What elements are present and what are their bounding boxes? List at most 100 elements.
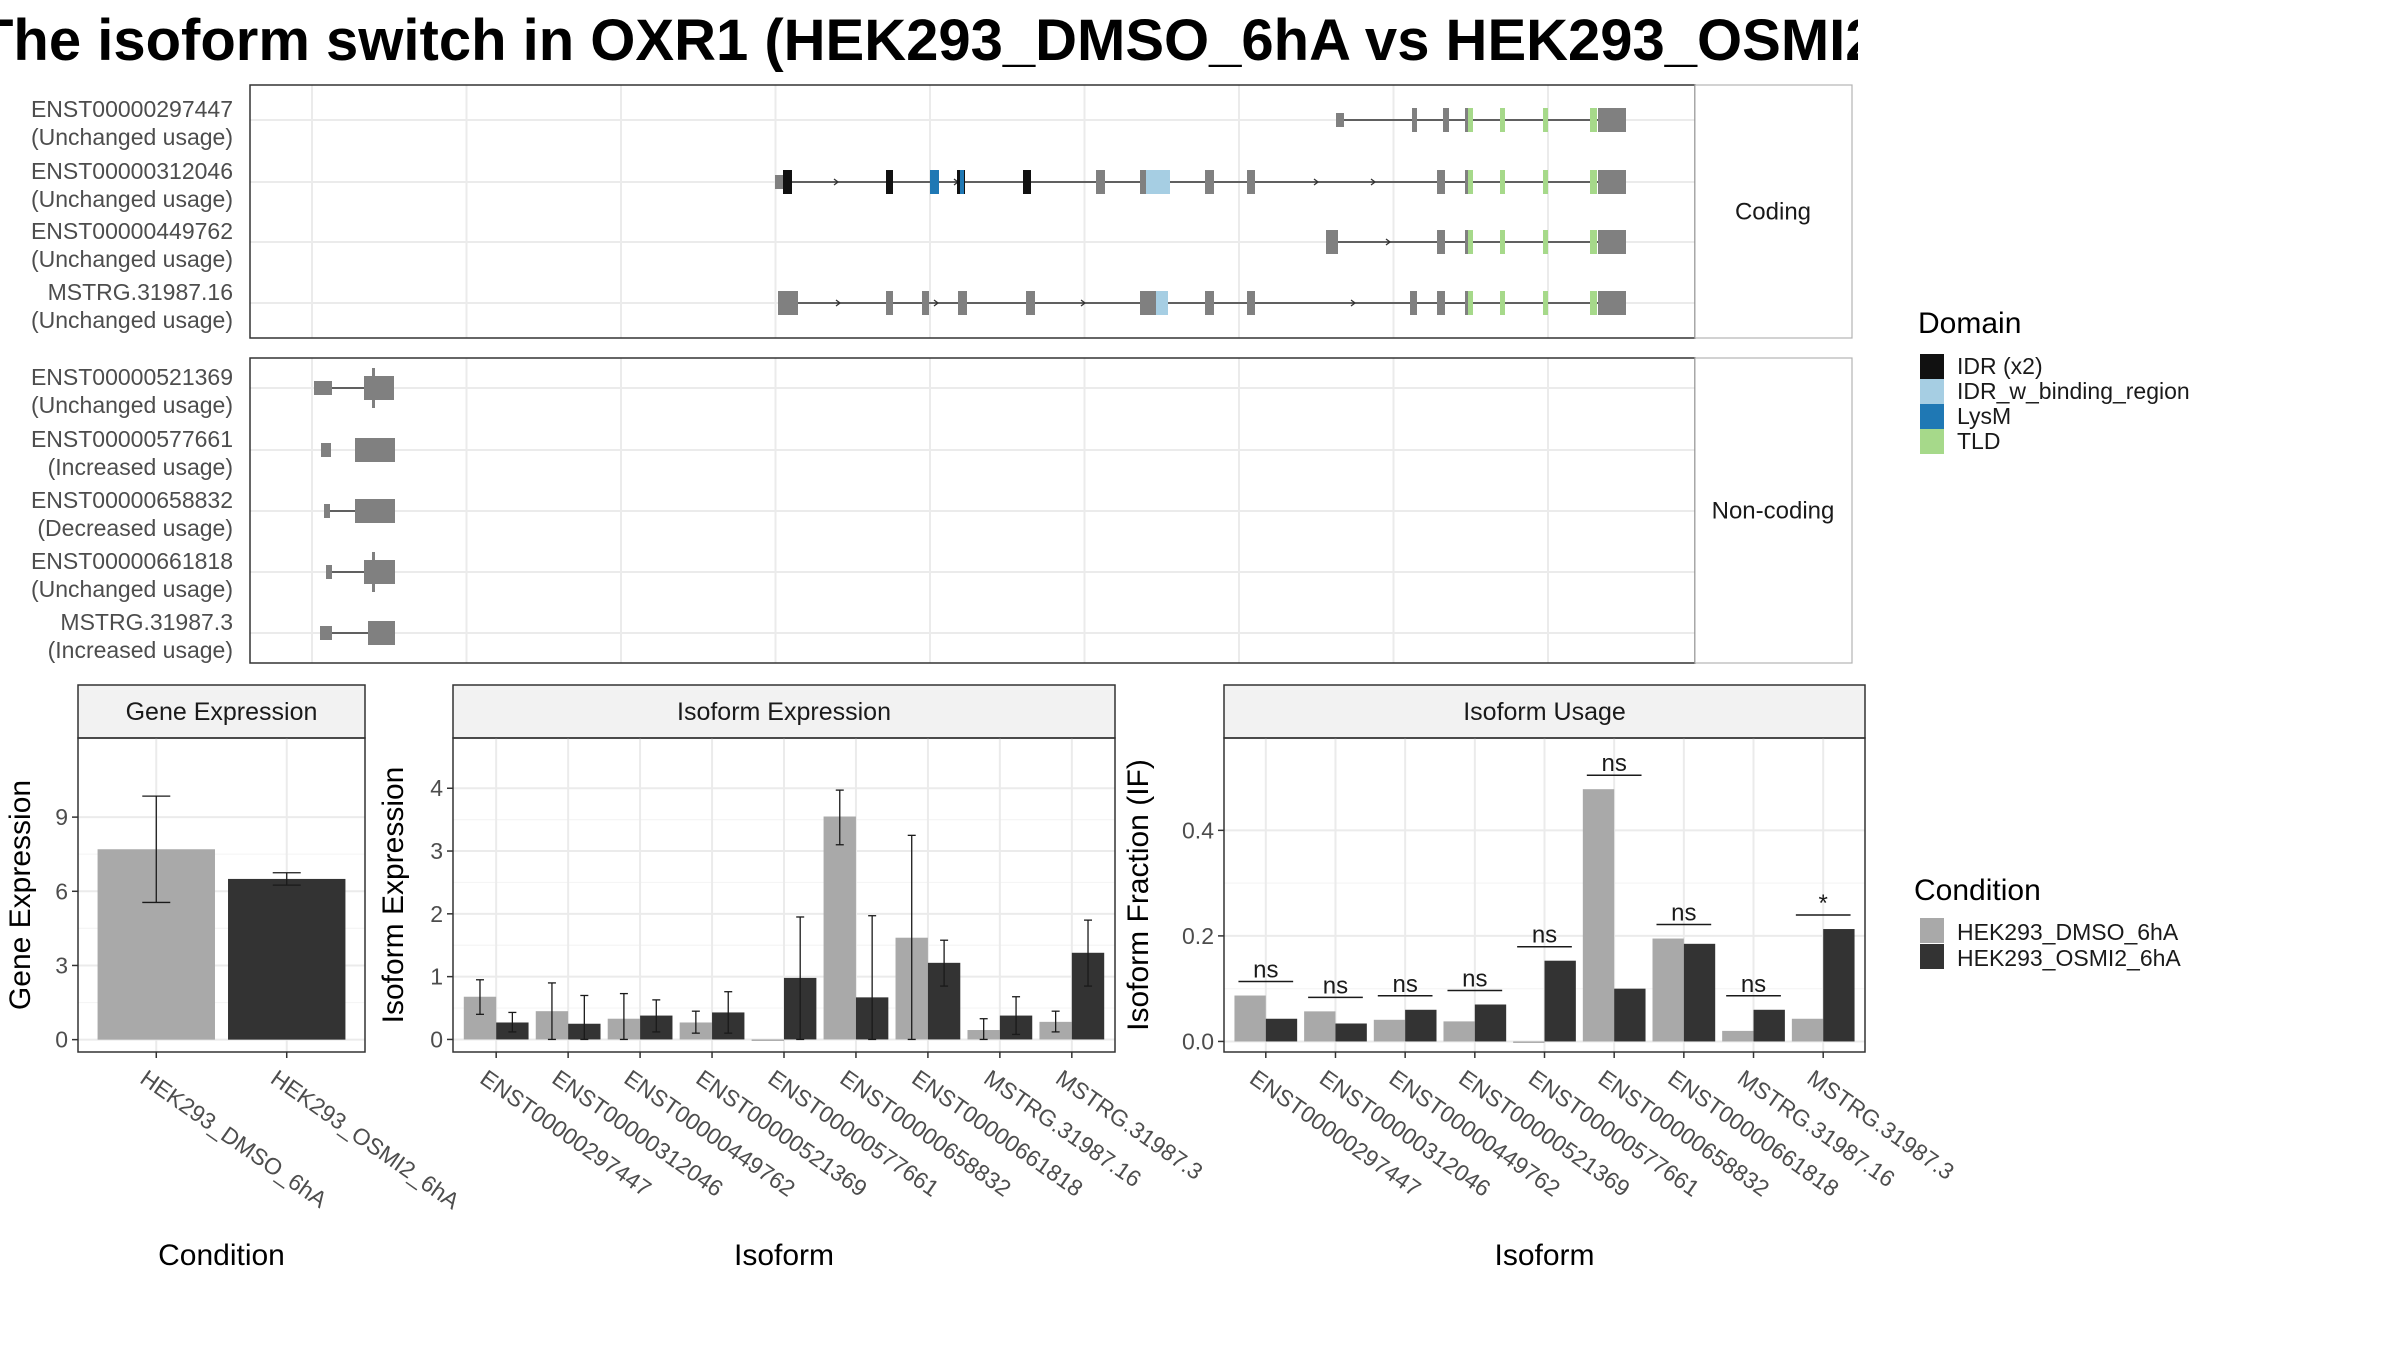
condition-legend-label: HEK293_DMSO_6hA xyxy=(1957,919,2179,945)
bar xyxy=(1582,789,1615,1042)
strand-arrow xyxy=(1370,178,1377,186)
exon-block xyxy=(1437,230,1445,254)
strand-arrow xyxy=(1350,299,1357,307)
exon-block xyxy=(1096,170,1105,194)
domain-legend-swatch xyxy=(1920,429,1944,454)
strand-arrow xyxy=(835,299,842,307)
facet-strip xyxy=(1694,357,1853,664)
bar xyxy=(1335,1023,1367,1042)
domain-legend-swatch xyxy=(1920,354,1944,379)
strand-arrow xyxy=(1080,299,1087,307)
panel-strip xyxy=(1223,684,1866,739)
panel-strip xyxy=(452,684,1116,739)
significance-label: ns xyxy=(1323,972,1348,999)
exon-block xyxy=(886,170,893,194)
exon-block xyxy=(1598,170,1626,194)
exon-block xyxy=(1543,291,1548,315)
significance-label: ns xyxy=(1392,971,1417,998)
domain-legend-label: LysM xyxy=(1957,403,2011,429)
exon-block xyxy=(1590,108,1597,132)
significance-label: ns xyxy=(1462,966,1487,993)
exon-block xyxy=(1205,291,1214,315)
bar xyxy=(1614,988,1646,1042)
utr-block xyxy=(320,626,332,640)
x-axis-title: Condition xyxy=(158,1239,285,1272)
exon-block xyxy=(1500,291,1505,315)
transcript-id-label: MSTRG.31987.3 xyxy=(60,609,233,635)
domain-legend-label: TLD xyxy=(1957,428,2000,454)
y-tick-label: 0.0 xyxy=(1182,1028,1214,1054)
bar xyxy=(1265,1018,1298,1042)
bar xyxy=(1722,1030,1754,1042)
transcript-id-label: ENST00000577661 xyxy=(31,426,233,452)
exon-block xyxy=(1140,291,1156,315)
y-tick-label: 0 xyxy=(430,1026,443,1052)
significance-label: * xyxy=(1819,890,1828,917)
transcript-usage-label: (Unchanged usage) xyxy=(31,307,233,333)
exon-block xyxy=(1468,108,1473,132)
transcript-usage-label: (Unchanged usage) xyxy=(31,246,233,272)
panel-title: Gene Expression xyxy=(126,698,318,726)
exon-block xyxy=(368,621,395,645)
exon-block xyxy=(1598,230,1626,254)
exon-block xyxy=(1500,170,1505,194)
condition-legend-label: HEK293_OSMI2_6hA xyxy=(1957,945,2181,971)
utr-block xyxy=(372,368,375,408)
transcript-usage-label: (Unchanged usage) xyxy=(31,392,233,418)
exon-block xyxy=(1543,108,1548,132)
facet-strip-label: Coding xyxy=(1735,199,1811,226)
y-axis-title: Gene Expression xyxy=(4,780,37,1010)
utr-block xyxy=(1336,113,1344,127)
bar xyxy=(1544,960,1576,1042)
transcript-id-label: ENST00000297447 xyxy=(31,96,233,122)
transcript-id-label: MSTRG.31987.16 xyxy=(48,279,233,305)
exon-block xyxy=(783,170,792,194)
bar xyxy=(1443,1021,1475,1042)
exon-block xyxy=(1543,230,1548,254)
figure-title: The isoform switch in OXR1 (HEK293_DMSO_… xyxy=(0,8,1858,73)
significance-label: ns xyxy=(1741,971,1766,998)
domain-legend-title: Domain xyxy=(1918,307,2021,340)
transcript-id-label: ENST00000658832 xyxy=(31,487,233,513)
exon-block xyxy=(1465,108,1470,132)
significance-label: ns xyxy=(1532,922,1557,949)
bar xyxy=(1823,929,1855,1042)
y-tick-label: 2 xyxy=(430,901,443,927)
bar xyxy=(1652,938,1684,1042)
transcript-usage-label: (Decreased usage) xyxy=(37,515,233,541)
strand-arrow xyxy=(1313,178,1320,186)
panel-title: Isoform Usage xyxy=(1463,698,1626,726)
bar xyxy=(228,878,346,1040)
exon-block xyxy=(1146,170,1170,194)
bar xyxy=(1474,1004,1507,1042)
exon-block xyxy=(1156,291,1168,315)
exon-block xyxy=(1437,170,1445,194)
y-tick-label: 4 xyxy=(430,775,443,801)
y-tick-label: 3 xyxy=(430,838,443,864)
bar xyxy=(1405,1009,1437,1042)
y-tick-label: 0 xyxy=(55,1027,68,1053)
y-tick-label: 9 xyxy=(55,804,68,830)
exon-block xyxy=(1140,170,1148,194)
panel-border xyxy=(77,737,366,1053)
bar xyxy=(1791,1018,1824,1042)
transcript-usage-label: (Unchanged usage) xyxy=(31,124,233,150)
exon-block xyxy=(355,499,395,523)
exon-block xyxy=(1543,170,1548,194)
transcript-id-label: ENST00000312046 xyxy=(31,158,233,184)
x-axis-title: Isoform xyxy=(734,1239,834,1272)
exon-block xyxy=(1026,291,1035,315)
exon-block xyxy=(1598,291,1626,315)
bar xyxy=(1304,1011,1336,1042)
bar xyxy=(1234,995,1266,1042)
panel-strip xyxy=(77,684,366,739)
exon-block xyxy=(1443,108,1449,132)
exon-block xyxy=(1247,291,1255,315)
strand-arrow xyxy=(1385,238,1392,246)
transcript-usage-label: (Unchanged usage) xyxy=(31,576,233,602)
x-axis-title: Isoform xyxy=(1494,1239,1594,1272)
utr-block xyxy=(321,443,331,457)
exon-block xyxy=(1023,170,1031,194)
transcript-id-label: ENST00000521369 xyxy=(31,364,233,390)
